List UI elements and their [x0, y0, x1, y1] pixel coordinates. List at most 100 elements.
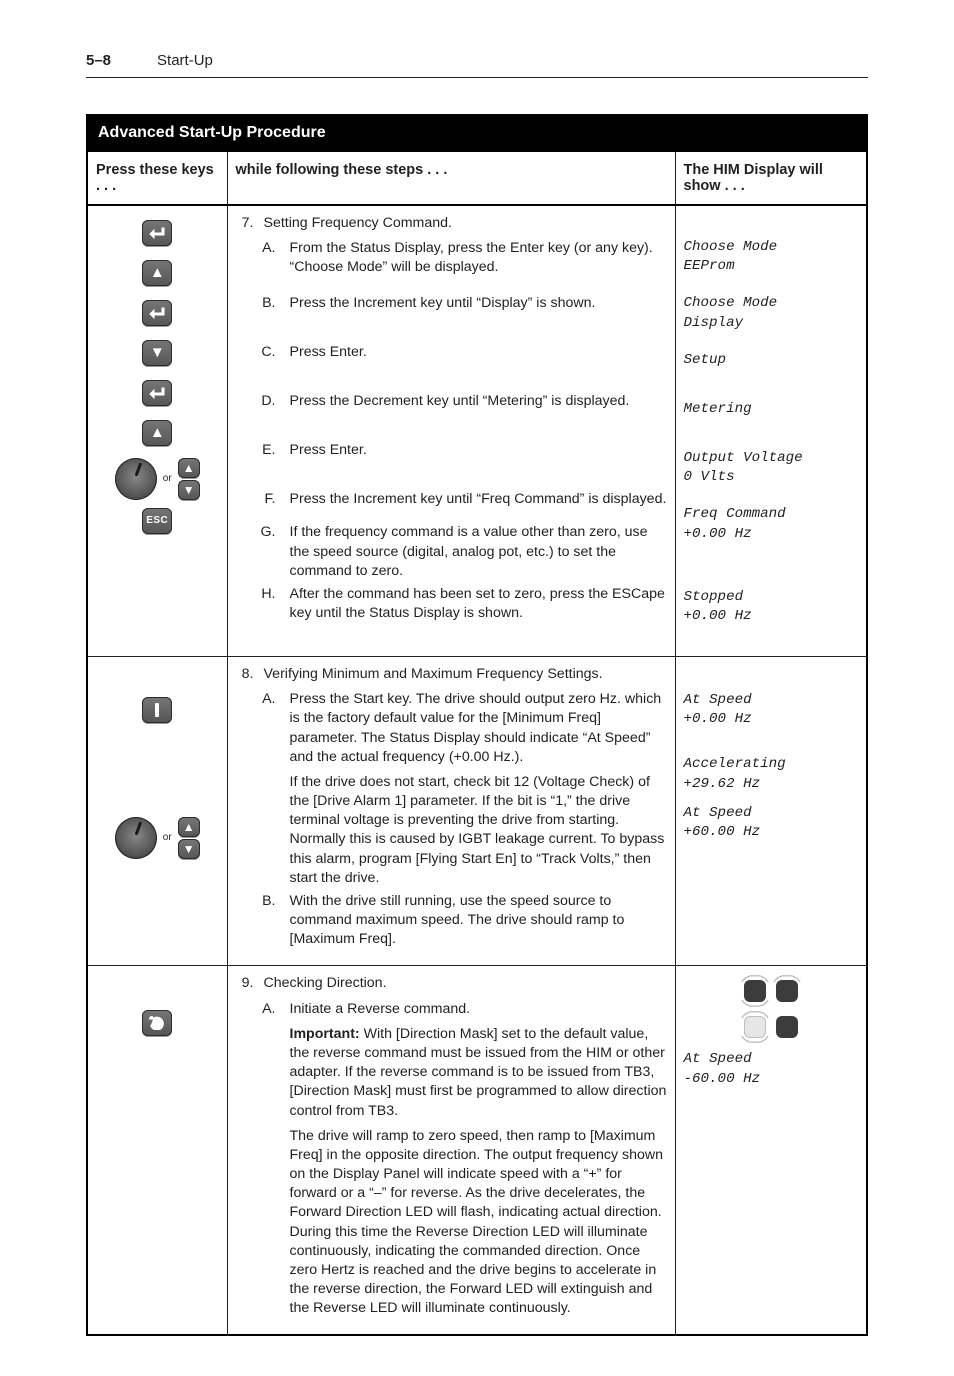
him-line: At Speed — [684, 691, 859, 710]
step-title: Checking Direction. — [264, 974, 387, 993]
increment-key-icon: ▲ — [178, 817, 200, 837]
substep-text: After the command has been set to zero, … — [290, 585, 667, 623]
reverse-led-on-icon — [776, 1016, 798, 1038]
him-line: At Speed — [684, 804, 859, 823]
key-sequence: ▲ ▼ ▲ or ▲ ▼ ESC — [96, 214, 219, 540]
him-cell: Choose ModeEEProm Choose ModeDisplay Set… — [675, 205, 867, 657]
substep-letter: A. — [258, 239, 276, 277]
substep-text: Press the Increment key until “Freq Comm… — [290, 490, 667, 509]
him-line: Stopped — [684, 588, 859, 607]
step-number: 9. — [236, 974, 254, 993]
reverse-led-on-icon — [776, 980, 798, 1002]
decrement-key-icon: ▼ — [178, 480, 200, 500]
substep-text: Press the Increment key until “Display” … — [290, 294, 667, 313]
substep-text: From the Status Display, press the Enter… — [290, 239, 667, 277]
table-header-row: Press these keys . . . while following t… — [87, 151, 867, 205]
speed-pot-group: or ▲ ▼ — [115, 458, 200, 500]
table-banner: Advanced Start-Up Procedure — [87, 115, 867, 151]
him-line: +0.00 Hz — [684, 607, 859, 626]
forward-led-on-icon — [744, 980, 766, 1002]
paragraph-text: The drive will ramp to zero speed, then … — [290, 1127, 667, 1319]
steps-cell: 9. Checking Direction. A. Initiate a Rever… — [227, 966, 675, 1335]
substep-text: Press the Decrement key until “Metering”… — [290, 392, 667, 411]
him-line: +0.00 Hz — [684, 525, 859, 544]
substep-letter: E. — [258, 441, 276, 460]
him-cell: At Speed-60.00 Hz — [675, 966, 867, 1335]
note-text: If the drive does not start, check bit 1… — [290, 773, 667, 888]
keys-cell: ▲ ▼ ▲ or ▲ ▼ ESC — [87, 205, 227, 657]
him-line: Accelerating — [684, 755, 859, 774]
substep-letter: D. — [258, 392, 276, 411]
increment-key-icon: ▲ — [142, 420, 172, 446]
step-title: Setting Frequency Command. — [264, 214, 452, 233]
decrement-key-icon: ▼ — [178, 839, 200, 859]
start-key-icon — [142, 697, 172, 723]
him-line: Choose Mode — [684, 294, 859, 313]
step-number: 8. — [236, 665, 254, 684]
steps-cell: 8. Verifying Minimum and Maximum Frequenc… — [227, 657, 675, 966]
substep-letter: B. — [258, 294, 276, 313]
table-row: or ▲ ▼ 8. Verifying Minimum and Maximum F… — [87, 657, 867, 966]
speed-pot-group: or ▲ ▼ — [115, 817, 200, 859]
procedure-table: Advanced Start-Up Procedure Press these … — [86, 114, 868, 1336]
substep-text: Press the Start key. The drive should ou… — [290, 690, 667, 767]
page: 5–8 Start-Up Advanced Start-Up Procedure… — [0, 0, 954, 1376]
steps-cell: 7. Setting Frequency Command. A. From the … — [227, 205, 675, 657]
substep-text: Initiate a Reverse command. — [290, 1000, 667, 1019]
col-header-steps: while following these steps . . . — [227, 151, 675, 205]
substep-text: With the drive still running, use the sp… — [290, 892, 667, 950]
him-line: Choose Mode — [684, 238, 859, 257]
col-header-keys: Press these keys . . . — [87, 151, 227, 205]
table-row: ▲ ▼ ▲ or ▲ ▼ ESC — [87, 205, 867, 657]
substep-letter: C. — [258, 343, 276, 362]
him-line: 0 Vlts — [684, 468, 859, 487]
him-line: At Speed — [684, 1050, 859, 1069]
section-title: Start-Up — [157, 52, 213, 69]
keys-cell: or ▲ ▼ — [87, 657, 227, 966]
potentiometer-icon — [115, 817, 157, 859]
him-line: EEProm — [684, 257, 859, 276]
enter-key-icon — [142, 300, 172, 326]
substep-letter: A. — [258, 690, 276, 767]
table-row: 9. Checking Direction. A. Initiate a Rever… — [87, 966, 867, 1335]
him-line: +29.62 Hz — [684, 775, 859, 794]
potentiometer-icon — [115, 458, 157, 500]
escape-key-icon: ESC — [142, 508, 172, 534]
direction-led-diagram — [684, 980, 859, 1038]
key-sequence: or ▲ ▼ — [96, 665, 219, 859]
him-line: +60.00 Hz — [684, 823, 859, 842]
increment-key-icon: ▲ — [142, 260, 172, 286]
running-header: 5–8 Start-Up — [86, 52, 868, 78]
substep-letter: G. — [258, 523, 276, 581]
substep-letter: F. — [258, 490, 276, 509]
page-number: 5–8 — [86, 52, 111, 69]
substep-text: If the frequency command is a value othe… — [290, 523, 667, 581]
or-label: or — [163, 472, 172, 486]
col-header-him: The HIM Display will show . . . — [675, 151, 867, 205]
important-text: Important: With [Direction Mask] set to … — [290, 1025, 667, 1121]
step-number: 7. — [236, 214, 254, 233]
substep-letter: H. — [258, 585, 276, 623]
increment-key-icon: ▲ — [178, 458, 200, 478]
him-line: Metering — [684, 400, 859, 419]
substep-letter: A. — [258, 1000, 276, 1019]
table-banner-row: Advanced Start-Up Procedure — [87, 115, 867, 151]
him-line: Setup — [684, 351, 859, 370]
substep-letter: B. — [258, 892, 276, 950]
or-label: or — [163, 831, 172, 845]
reverse-key-icon — [142, 1010, 172, 1036]
him-line: Freq Command — [684, 505, 859, 524]
substep-text: Press Enter. — [290, 343, 667, 362]
keys-cell — [87, 966, 227, 1335]
key-sequence — [96, 974, 219, 1042]
him-line: Output Voltage — [684, 449, 859, 468]
important-label: Important: — [290, 1026, 360, 1042]
him-line: +0.00 Hz — [684, 710, 859, 729]
enter-key-icon — [142, 220, 172, 246]
him-line: Display — [684, 314, 859, 333]
decrement-key-icon: ▼ — [142, 340, 172, 366]
forward-led-off-icon — [744, 1016, 766, 1038]
enter-key-icon — [142, 380, 172, 406]
substep-text: Press Enter. — [290, 441, 667, 460]
step-title: Verifying Minimum and Maximum Frequency … — [264, 665, 603, 684]
